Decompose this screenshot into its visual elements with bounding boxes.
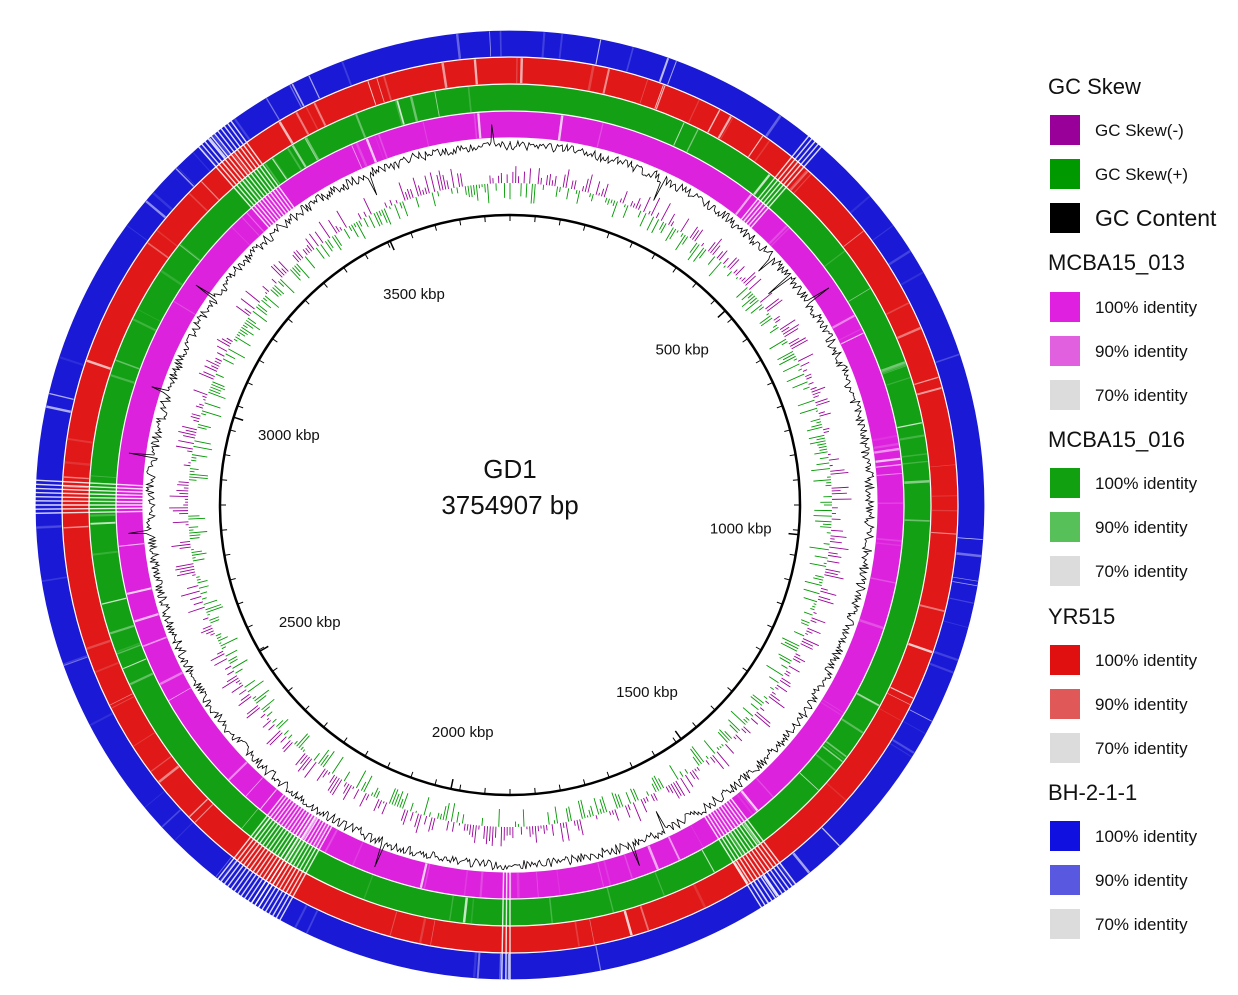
legend-swatch-mcba15-016-90	[1050, 512, 1080, 542]
gc-skew-track	[169, 166, 852, 847]
legend-label-yr515-90: 90% identity	[1095, 695, 1188, 714]
legend-label-yr515-70: 70% identity	[1095, 739, 1188, 758]
genome-name: GD1	[483, 454, 536, 484]
legend-swatch-bh-2-1-1-70	[1050, 909, 1080, 939]
legend-swatch-mcba15-013-90	[1050, 336, 1080, 366]
legend-label-mcba15-013-70: 70% identity	[1095, 386, 1188, 405]
legend-swatch-yr515-70	[1050, 733, 1080, 763]
legend-label-gc-content: GC Content	[1095, 205, 1217, 231]
legend-title-yr515: YR515	[1048, 604, 1116, 629]
legend-swatch-gc-skew-pos	[1050, 159, 1080, 189]
position-ticks: 500 kbp 1000 kbp 1500 kbp 2000 kbp 2500 kbp 3…	[220, 215, 800, 795]
legend-label-mcba15-013-100: 100% identity	[1095, 298, 1198, 317]
tick-label: 2500 kbp	[279, 614, 341, 631]
tick-label: 500 kbp	[656, 342, 709, 359]
legend-title-mcba15-013: MCBA15_013	[1048, 250, 1185, 275]
legend-swatch-yr515-90	[1050, 689, 1080, 719]
gc-content-track	[128, 124, 876, 871]
legend-swatch-mcba15-013-100	[1050, 292, 1080, 322]
legend-swatch-mcba15-016-100	[1050, 468, 1080, 498]
legend-label-mcba15-016-70: 70% identity	[1095, 562, 1188, 581]
legend-label-mcba15-016-90: 90% identity	[1095, 518, 1188, 537]
legend-label-yr515-100: 100% identity	[1095, 651, 1198, 670]
legend-swatch-mcba15-013-70	[1050, 380, 1080, 410]
legend-swatch-gc-content	[1050, 203, 1080, 233]
legend-label-mcba15-016-100: 100% identity	[1095, 474, 1198, 493]
tick-label: 1500 kbp	[616, 684, 678, 701]
genome-length: 3754907 bp	[441, 490, 578, 520]
legend-swatch-bh-2-1-1-90	[1050, 865, 1080, 895]
legend-label-bh-2-1-1-100: 100% identity	[1095, 827, 1198, 846]
tick-label: 3000 kbp	[258, 427, 320, 444]
legend-label-bh-2-1-1-70: 70% identity	[1095, 915, 1188, 934]
legend-swatch-mcba15-016-70	[1050, 556, 1080, 586]
legend-title-gc-skew: GC Skew	[1048, 74, 1141, 99]
legend-label-bh-2-1-1-90: 90% identity	[1095, 871, 1188, 890]
tick-label: 3500 kbp	[383, 286, 445, 303]
legend-label-mcba15-013-90: 90% identity	[1095, 342, 1188, 361]
legend-swatch-bh-2-1-1-100	[1050, 821, 1080, 851]
identity-rings	[34, 29, 986, 981]
legend-title-mcba15-016: MCBA15_016	[1048, 427, 1185, 452]
legend-title-bh-2-1-1: BH-2-1-1	[1048, 780, 1138, 805]
legend-swatch-yr515-100	[1050, 645, 1080, 675]
circular-genome-map: 500 kbp 1000 kbp 1500 kbp 2000 kbp 2500 kbp 3…	[34, 29, 986, 981]
tick-label: 2000 kbp	[432, 724, 494, 741]
legend-swatch-gc-skew-neg	[1050, 115, 1080, 145]
legend-label-gc-skew-pos: GC Skew(+)	[1095, 165, 1189, 184]
legend-label-gc-skew-neg: GC Skew(-)	[1095, 121, 1184, 140]
tick-label: 1000 kbp	[710, 521, 772, 538]
